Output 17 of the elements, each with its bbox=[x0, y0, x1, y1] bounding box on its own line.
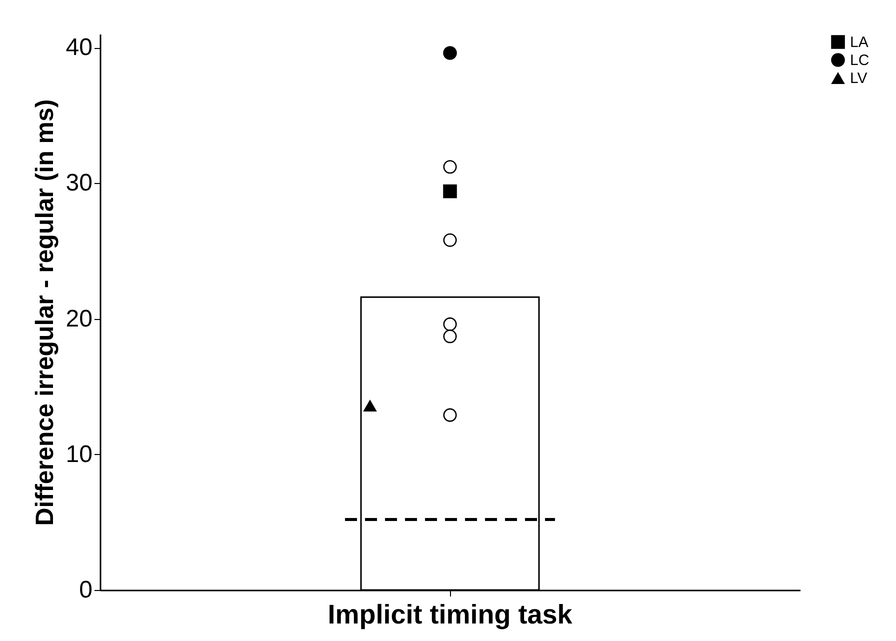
y-tick-label: 0 bbox=[79, 576, 92, 604]
point bbox=[443, 408, 457, 422]
y-axis-title: Difference irregular - regular (in ms) bbox=[30, 99, 59, 526]
y-tick-label: 20 bbox=[66, 305, 92, 332]
point bbox=[443, 184, 457, 198]
legend-label: LV bbox=[850, 70, 868, 87]
point bbox=[443, 317, 457, 331]
legend-label: LA bbox=[850, 34, 868, 51]
y-tick-label: 30 bbox=[66, 170, 92, 197]
y-tick-label: 10 bbox=[66, 440, 92, 468]
point bbox=[443, 330, 457, 344]
point bbox=[443, 233, 457, 247]
point bbox=[443, 160, 457, 174]
y-tick-label: 40 bbox=[66, 34, 92, 62]
x-tick-label: Implicit timing task bbox=[328, 600, 574, 630]
point bbox=[443, 46, 457, 60]
legend-label: LC bbox=[850, 52, 870, 69]
